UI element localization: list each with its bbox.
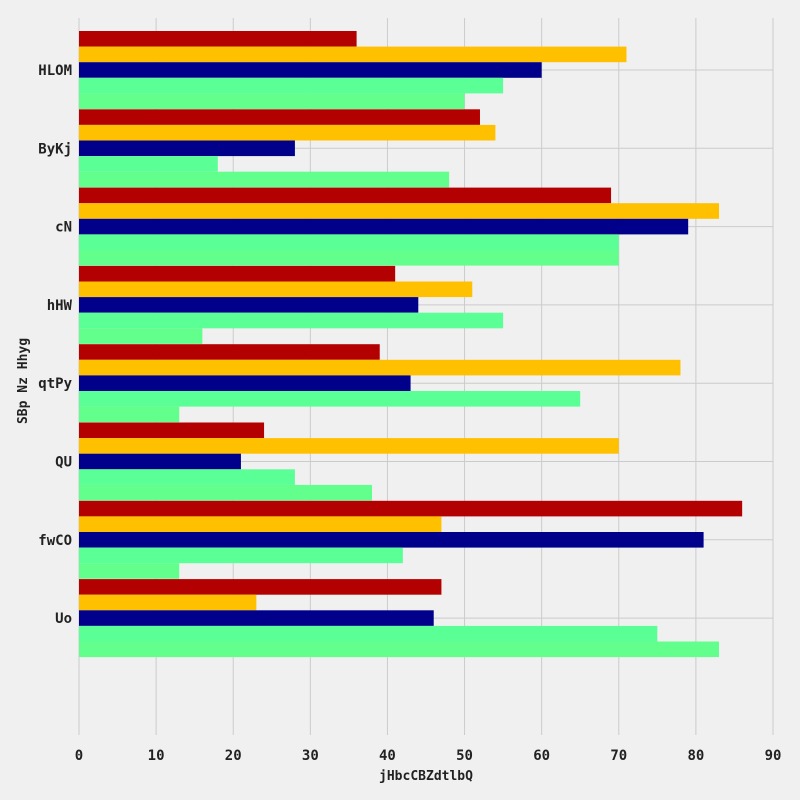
bar-hHW-series-2: [79, 281, 473, 298]
y-tick-label: hHW: [47, 298, 73, 314]
bar-cN-series-1: [79, 187, 612, 204]
bar-ByKj-series-2: [79, 124, 496, 141]
x-tick-label: 20: [225, 748, 242, 764]
x-tick-label: 80: [687, 748, 704, 764]
y-tick-label: cN: [55, 220, 72, 236]
bar-hHW-series-5: [79, 328, 203, 344]
bar-qtPy-series-2: [79, 359, 681, 376]
bar-ByKj-series-3: [79, 140, 295, 157]
x-axis-label: jHbcCBZdtlbQ: [379, 769, 473, 784]
x-tick-label: 60: [533, 748, 550, 764]
y-tick-labels: HLOM ByKj cN hHW qtPy QU fwCO Uo: [38, 63, 72, 627]
bar-cN-series-5: [79, 250, 619, 266]
bar-cN-series-4: [79, 234, 619, 250]
bar-hHW-series-1: [79, 265, 396, 282]
y-tick-label: fwCO: [38, 533, 72, 549]
bar-HLOM-series-2: [79, 46, 627, 63]
x-tick-label: 90: [765, 748, 782, 764]
bar-Uo-series-2: [79, 594, 257, 611]
y-axis-label: SBp Nz Hhyg: [16, 338, 31, 424]
bar-hHW-series-3: [79, 297, 419, 313]
bar-ByKj-series-5: [79, 171, 450, 188]
bar-Uo-series-4: [79, 625, 658, 642]
bar-fwCO-series-5: [79, 563, 180, 579]
y-tick-label: QU: [55, 455, 72, 471]
bar-HLOM-series-5: [79, 93, 465, 109]
bar-cN-series-2: [79, 203, 720, 219]
bar-hHW-series-4: [79, 312, 504, 329]
bar-HLOM-series-3: [79, 62, 542, 78]
bar-HLOM-series-1: [79, 31, 357, 47]
bar-QU-series-1: [79, 422, 265, 439]
x-tick-labels: 0 10 20 30 40 50 60 70 80 90: [75, 748, 782, 764]
y-tick-label: HLOM: [38, 63, 72, 79]
bar-fwCO-series-2: [79, 516, 442, 532]
x-tick-label: 10: [148, 748, 165, 764]
x-tick-label: 70: [610, 748, 627, 764]
x-tick-label: 30: [302, 748, 319, 764]
bar-qtPy-series-3: [79, 375, 411, 391]
y-tick-label: ByKj: [38, 141, 72, 157]
bar-Uo-series-1: [79, 579, 442, 595]
bar-ByKj-series-4: [79, 156, 218, 172]
bar-QU-series-3: [79, 453, 241, 470]
bar-fwCO-series-3: [79, 532, 704, 548]
x-tick-label: 40: [379, 748, 396, 764]
y-tick-label: Uo: [55, 611, 72, 627]
bar-fwCO-series-4: [79, 547, 403, 564]
x-tick-label: 50: [456, 748, 473, 764]
bar-fwCO-series-1: [79, 500, 743, 517]
bar-HLOM-series-4: [79, 77, 504, 94]
bar-qtPy-series-4: [79, 391, 581, 407]
bar-cN-series-3: [79, 218, 689, 235]
bar-ByKj-series-1: [79, 109, 480, 125]
bar-Uo-series-3: [79, 610, 434, 626]
bar-QU-series-2: [79, 438, 619, 454]
x-tick-label: 0: [75, 748, 83, 764]
bar-Uo-series-5: [79, 641, 720, 658]
bars: [79, 31, 743, 658]
bar-QU-series-4: [79, 469, 295, 485]
bar-qtPy-series-1: [79, 344, 380, 360]
y-tick-label: qtPy: [38, 376, 72, 392]
bar-qtPy-series-5: [79, 406, 180, 423]
bar-QU-series-5: [79, 484, 373, 501]
